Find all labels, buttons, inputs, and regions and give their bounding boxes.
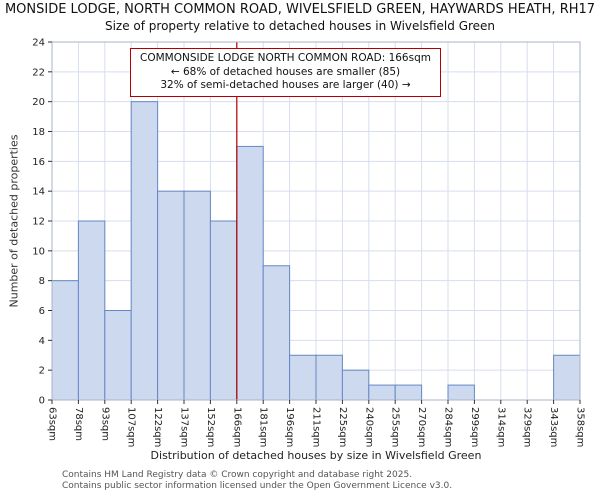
bar-166sqm xyxy=(236,145,264,401)
svg-text:343sqm: 343sqm xyxy=(548,407,559,447)
svg-text:14: 14 xyxy=(32,187,45,198)
bar-284sqm xyxy=(447,384,475,401)
bar-255sqm xyxy=(394,384,423,401)
chart-title-line1: MONSIDE LODGE, NORTH COMMON ROAD, WIVELS… xyxy=(4,2,596,17)
svg-text:270sqm: 270sqm xyxy=(416,407,427,447)
svg-text:358sqm: 358sqm xyxy=(575,407,586,447)
svg-text:18: 18 xyxy=(32,127,45,138)
annotation-box: COMMONSIDE LODGE NORTH COMMON ROAD: 166s… xyxy=(130,48,441,97)
chart-title: MONSIDE LODGE, NORTH COMMON ROAD, WIVELS… xyxy=(0,2,600,33)
bar-78sqm xyxy=(77,220,106,401)
svg-text:122sqm: 122sqm xyxy=(152,407,163,447)
svg-text:24: 24 xyxy=(32,38,45,49)
svg-text:299sqm: 299sqm xyxy=(469,407,480,447)
svg-text:63sqm: 63sqm xyxy=(47,407,58,441)
svg-text:4: 4 xyxy=(39,336,45,347)
svg-text:16: 16 xyxy=(32,157,45,168)
annotation-line3: 32% of semi-detached houses are larger (… xyxy=(160,79,411,92)
svg-text:20: 20 xyxy=(32,97,45,108)
svg-text:329sqm: 329sqm xyxy=(522,407,533,447)
bar-181sqm xyxy=(262,265,291,401)
annotation-line1: COMMONSIDE LODGE NORTH COMMON ROAD: 166s… xyxy=(140,52,431,64)
bar-211sqm xyxy=(315,354,343,401)
bar-225sqm xyxy=(341,369,370,401)
attribution-footer: Contains HM Land Registry data © Crown c… xyxy=(62,470,592,492)
svg-text:314sqm: 314sqm xyxy=(495,407,506,447)
y-axis-label: Number of detached properties xyxy=(7,134,21,308)
bar-63sqm xyxy=(51,280,79,401)
bar-137sqm xyxy=(183,190,211,401)
svg-text:166sqm: 166sqm xyxy=(231,407,242,447)
x-axis-label: Distribution of detached houses by size … xyxy=(150,449,482,462)
svg-text:93sqm: 93sqm xyxy=(99,407,110,441)
annotation-line2: ← 68% of detached houses are smaller (85… xyxy=(170,65,401,78)
attribution-line1: Contains HM Land Registry data © Crown c… xyxy=(62,470,413,480)
svg-text:10: 10 xyxy=(32,246,45,257)
svg-text:284sqm: 284sqm xyxy=(443,407,454,447)
svg-text:137sqm: 137sqm xyxy=(179,407,190,447)
bar-152sqm xyxy=(209,220,238,401)
svg-text:78sqm: 78sqm xyxy=(73,407,84,441)
bar-93sqm xyxy=(104,310,132,401)
svg-text:240sqm: 240sqm xyxy=(363,407,374,447)
svg-text:22: 22 xyxy=(32,67,45,78)
svg-text:6: 6 xyxy=(39,306,45,317)
svg-text:152sqm: 152sqm xyxy=(205,407,216,447)
svg-text:2: 2 xyxy=(39,366,45,377)
svg-text:107sqm: 107sqm xyxy=(126,407,137,447)
bar-107sqm xyxy=(130,101,159,401)
svg-text:8: 8 xyxy=(39,276,45,287)
svg-text:0: 0 xyxy=(39,396,45,407)
bar-196sqm xyxy=(289,354,317,401)
svg-text:255sqm: 255sqm xyxy=(390,407,401,447)
svg-text:181sqm: 181sqm xyxy=(258,407,269,447)
svg-text:211sqm: 211sqm xyxy=(311,407,322,447)
svg-text:12: 12 xyxy=(32,217,45,228)
bar-122sqm xyxy=(157,190,185,401)
svg-text:196sqm: 196sqm xyxy=(284,407,295,447)
attribution-line2: Contains public sector information licen… xyxy=(62,480,453,491)
chart-title-line2: Size of property relative to detached ho… xyxy=(104,19,496,33)
bar-240sqm xyxy=(368,384,396,401)
bar-343sqm xyxy=(553,354,581,401)
svg-text:225sqm: 225sqm xyxy=(337,407,348,447)
